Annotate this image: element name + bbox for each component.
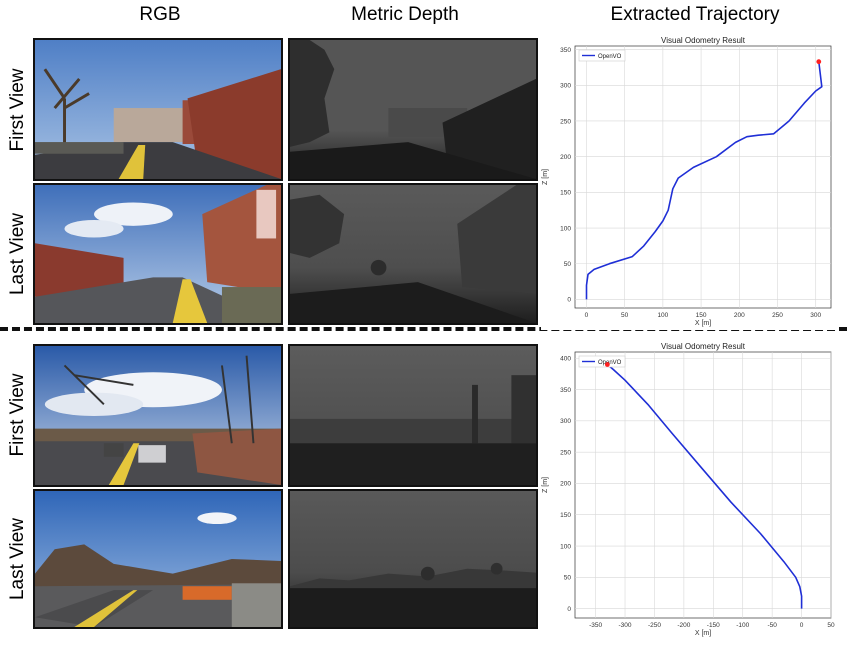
rgb-image-sequence2-first (33, 344, 283, 487)
column-title-depth: Metric Depth (351, 4, 459, 25)
y-tick-label: 150 (560, 190, 571, 197)
chart-title: Visual Odometry Result (661, 36, 746, 45)
depth-map-sequence1-first (288, 38, 538, 181)
legend-label: OpenVO (598, 360, 622, 366)
y-tick-label: 400 (560, 356, 571, 363)
legend-box (578, 49, 626, 62)
y-tick-label: 350 (560, 387, 571, 394)
plot-area (574, 351, 832, 619)
series-line-openvo (606, 363, 803, 609)
x-tick-label: 100 (657, 312, 668, 319)
y-axis-label: Z [m] (542, 477, 549, 493)
x-tick-label: 300 (810, 312, 821, 319)
y-tick-label: 0 (567, 297, 571, 304)
trajectory-plot-sequence2: Visual Odometry Result -350 -300 -250 -200 -1… (541, 340, 837, 640)
x-tick-label: -100 (736, 622, 749, 629)
x-tick-label: -50 (767, 622, 777, 629)
x-tick-label: 150 (696, 312, 707, 319)
trajectory-chart-1: Visual Odometry Result 0 50 100 150 200 250 300… (542, 36, 832, 327)
x-axis-label: X [m] (695, 630, 711, 637)
chart-title: Visual Odometry Result (661, 342, 746, 351)
y-tick-label: 200 (560, 154, 571, 161)
x-axis-label: X [m] (695, 320, 711, 327)
y-tick-label: 50 (564, 575, 572, 582)
row-label-last-bottom: Last View (7, 517, 28, 601)
x-tick-label: 0 (585, 312, 589, 319)
y-tick-label: 50 (564, 261, 572, 268)
row-label-first-bottom: First View (7, 373, 28, 457)
trajectory-chart-2: Visual Odometry Result -350 -300 -250 -200 -1… (542, 342, 835, 637)
y-tick-label: 300 (560, 83, 571, 90)
y-tick-label: 200 (560, 481, 571, 488)
y-tick-label: 0 (567, 606, 571, 613)
end-point-marker (816, 59, 822, 65)
x-tick-label: -150 (707, 622, 720, 629)
y-tick-label: 150 (560, 512, 571, 519)
section-divider (0, 327, 847, 331)
x-tick-label: -200 (677, 622, 690, 629)
column-title-rgb: RGB (139, 4, 181, 25)
y-tick-label: 350 (560, 47, 571, 54)
end-point-marker (604, 362, 610, 367)
rgb-image-sequence1-last (33, 183, 283, 325)
row-label-first-top: First View (7, 68, 28, 152)
x-tick-label: 50 (621, 312, 629, 319)
legend-box (578, 355, 626, 368)
x-tick-label: -250 (648, 622, 661, 629)
plot-area (574, 45, 832, 309)
x-tick-label: -350 (589, 622, 602, 629)
y-tick-label: 250 (560, 449, 571, 456)
legend-label: OpenVO (598, 54, 622, 60)
column-title-trajectory: Extracted Trajectory (610, 4, 780, 25)
series-line-openvo (585, 61, 823, 300)
y-tick-label: 300 (560, 418, 571, 425)
depth-map-sequence2-first (288, 344, 538, 487)
rgb-image-sequence1-first (33, 38, 283, 181)
x-tick-label: 50 (827, 622, 835, 629)
x-tick-label: 0 (800, 622, 804, 629)
y-tick-label: 100 (560, 225, 571, 232)
depth-map-sequence1-last (288, 183, 538, 325)
x-tick-label: -300 (619, 622, 632, 629)
y-tick-label: 250 (560, 118, 571, 125)
x-tick-label: 200 (734, 312, 745, 319)
y-axis-label: Z [m] (542, 169, 549, 185)
x-tick-label: 250 (772, 312, 783, 319)
trajectory-plot-sequence1: Visual Odometry Result 0 50 100 150 200 250 300… (541, 34, 837, 330)
y-tick-label: 100 (560, 543, 571, 550)
rgb-image-sequence2-last (33, 489, 283, 629)
depth-map-sequence2-last (288, 489, 538, 629)
row-label-last-top: Last View (7, 212, 28, 296)
